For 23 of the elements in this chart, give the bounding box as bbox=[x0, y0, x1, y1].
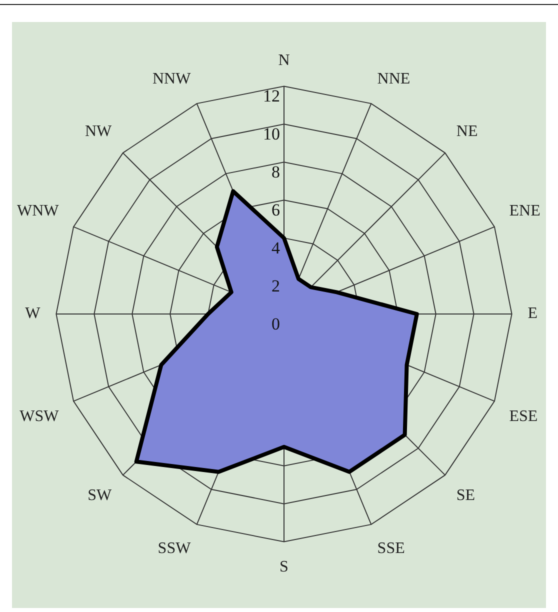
spoke-label: NW bbox=[84, 123, 113, 140]
spoke-label: E bbox=[528, 305, 538, 322]
spoke-label: NE bbox=[456, 123, 478, 140]
spoke-label: N bbox=[278, 52, 290, 69]
spoke-label: SW bbox=[88, 487, 113, 504]
spoke-label: WSW bbox=[20, 408, 60, 426]
spoke-label: S bbox=[280, 558, 288, 576]
spoke-label: SSE bbox=[377, 540, 405, 558]
y-tick-label: 8 bbox=[272, 162, 280, 182]
spoke-label: NNE bbox=[377, 70, 410, 88]
y-tick-label: 2 bbox=[272, 276, 280, 296]
y-tick-label: 4 bbox=[272, 238, 280, 258]
y-tick-label: 10 bbox=[263, 124, 280, 144]
spoke-label: ESE bbox=[509, 408, 538, 426]
y-tick-label: 12 bbox=[263, 86, 280, 106]
spoke-label: W bbox=[25, 305, 42, 322]
y-tick-label: 0 bbox=[272, 314, 280, 334]
spoke-label: WNW bbox=[16, 202, 60, 220]
spoke-label: SSW bbox=[158, 540, 192, 558]
y-tick-label: 6 bbox=[272, 200, 280, 220]
spoke-label: ENE bbox=[509, 202, 540, 220]
spoke-label: NNW bbox=[152, 70, 192, 88]
spoke-label: SE bbox=[456, 487, 476, 504]
